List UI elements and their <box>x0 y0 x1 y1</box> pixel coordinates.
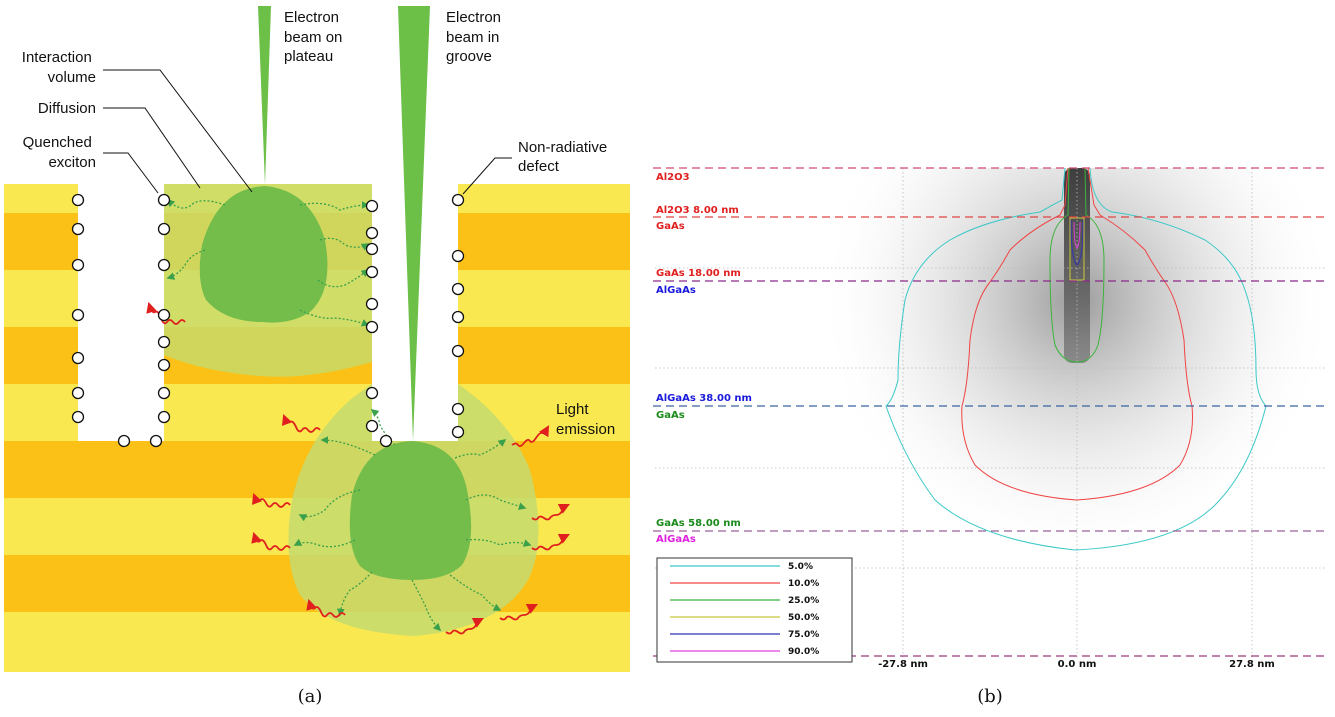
interaction-volume-groove <box>349 441 472 580</box>
layer-labels: Al2O3 Al2O3 8.00 nm GaAs GaAs 18.00 nm A… <box>656 172 752 545</box>
leader-lines <box>103 69 512 195</box>
isocontours <box>885 167 1267 551</box>
panel-b-simulation: Al2O3 Al2O3 8.00 nm GaAs GaAs 18.00 nm A… <box>653 167 1327 707</box>
layer-label-al2o3-bottom: Al2O3 8.00 nm <box>656 205 739 216</box>
light-emission-photons <box>146 301 570 635</box>
legend-label: 90.0% <box>788 647 819 657</box>
contour-50pct <box>1069 217 1085 281</box>
left-groove <box>78 184 164 441</box>
electron-beam-groove <box>398 6 430 441</box>
diffusion-arrows <box>166 198 532 632</box>
label-quenched-exciton: Quenched exciton <box>23 134 96 171</box>
label-beam-groove: Electron beam in groove <box>446 9 505 65</box>
x-tick-label: 27.8 nm <box>1229 659 1275 670</box>
label-diffusion: Diffusion <box>38 100 96 117</box>
legend-label: 75.0% <box>788 630 819 640</box>
layer-label-algaas-bottom: AlGaAs 38.00 nm <box>656 393 752 404</box>
legend-label: 25.0% <box>788 596 819 606</box>
contour-25pct <box>1049 167 1105 363</box>
layer-boundaries <box>653 167 1327 657</box>
grid-lines <box>655 168 1327 658</box>
x-tick-label: 0.0 nm <box>1058 659 1097 670</box>
non-radiative-defects <box>71 193 465 448</box>
legend: 5.0% 10.0% 25.0% 50.0% 75.0% 90.0% <box>656 557 853 663</box>
layer-label-gaas-2: GaAs <box>656 410 685 421</box>
legend-item: 75.0% <box>670 630 819 640</box>
label-non-radiative-defect: Non-radiative defect <box>518 139 611 175</box>
electron-beam-plateau <box>258 6 271 185</box>
layer-label-gaas-bottom: GaAs 18.00 nm <box>656 268 741 279</box>
legend-item: 50.0% <box>670 613 819 623</box>
panel-a-diagram: Electron beam on plateau Electron beam i… <box>4 6 630 707</box>
layer-label-algaas: AlGaAs <box>656 285 696 296</box>
legend-label: 5.0% <box>788 562 813 572</box>
contour-90pct <box>1073 221 1081 249</box>
x-tick-label: -27.8 nm <box>878 659 928 670</box>
contour-75pct <box>1070 219 1084 266</box>
caption-b: (b) <box>977 686 1003 707</box>
interaction-volume-plateau <box>199 186 328 323</box>
contour-10pct <box>961 167 1193 501</box>
label-light-emission: Light emission <box>556 401 615 438</box>
layer-label-algaas-2: AlGaAs <box>656 534 696 545</box>
legend-item: 5.0% <box>670 562 813 572</box>
legend-item: 10.0% <box>670 579 819 589</box>
caption-a: (a) <box>298 686 323 707</box>
legend-label: 50.0% <box>788 613 819 623</box>
layer-label-al2o3: Al2O3 <box>656 172 690 183</box>
layer-label-gaas: GaAs <box>656 221 685 232</box>
label-interaction-volume: Interaction volume <box>22 49 96 86</box>
legend-label: 10.0% <box>788 579 819 589</box>
contour-5pct <box>885 167 1267 551</box>
label-beam-plateau: Electron beam on plateau <box>284 9 347 65</box>
legend-item: 25.0% <box>670 596 819 606</box>
legend-item: 90.0% <box>670 647 819 657</box>
layer-label-gaas-2-bottom: GaAs 58.00 nm <box>656 518 741 529</box>
